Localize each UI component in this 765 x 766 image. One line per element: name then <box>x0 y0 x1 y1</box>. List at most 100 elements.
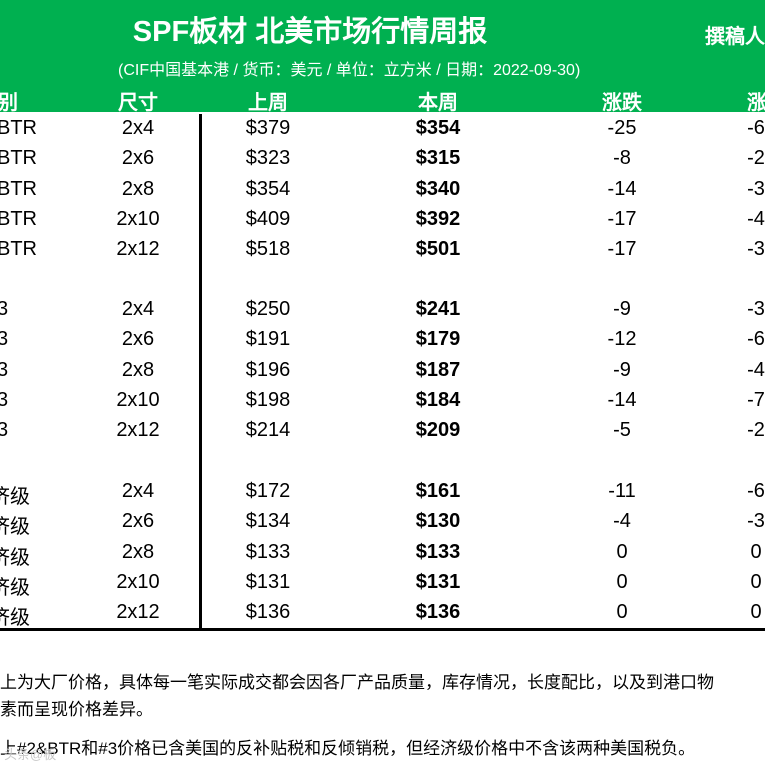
size-cell: 2x6 <box>121 328 155 351</box>
size-cell: 2x6 <box>121 510 155 533</box>
size-cell: 2x6 <box>121 147 155 170</box>
grade-cell: 济级 <box>0 576 30 599</box>
change-cell: -14 <box>607 388 637 411</box>
size-cell: 2x8 <box>121 540 155 563</box>
size-cell: 2x12 <box>116 419 160 442</box>
report-title: SPF板材 北美市场行情周报 <box>132 16 488 48</box>
grade-cell: BTR <box>0 147 37 170</box>
pct-cell: -4 <box>747 207 765 230</box>
this-week-cell: $354 <box>415 117 461 139</box>
size-cell: 2x4 <box>121 117 155 139</box>
grade-cell: 济级 <box>0 546 30 569</box>
pct-cell: -3 <box>747 298 765 320</box>
last-week-cell: $133 <box>245 540 291 563</box>
pct-cell: -3 <box>747 238 765 261</box>
col-header-size: 尺寸 <box>118 92 158 114</box>
change-cell: -17 <box>607 207 637 230</box>
grade-cell: 3 <box>0 419 9 442</box>
size-cell: 2x4 <box>121 480 155 502</box>
change-cell: 0 <box>616 570 628 593</box>
this-week-cell: $340 <box>415 177 461 200</box>
pct-cell: -7 <box>747 388 765 411</box>
change-cell: 0 <box>616 540 628 563</box>
grade-cell: BTR <box>0 117 37 139</box>
last-week-cell: $131 <box>245 570 291 593</box>
this-week-cell: $179 <box>415 328 461 351</box>
change-cell: -17 <box>607 238 637 261</box>
subtitle-text: (CIF中国基本港 / 货币：美元 / 单位：立方米 / 日期：2022-09-… <box>118 62 581 79</box>
pct-cell: -2 <box>747 147 765 170</box>
change-cell: -8 <box>613 147 631 170</box>
grade-cell: BTR <box>0 238 37 261</box>
last-week-cell: $134 <box>245 510 291 533</box>
col-header-change: 涨跌 <box>602 92 642 114</box>
pct-cell: 0 <box>750 570 762 593</box>
pct-cell: -6 <box>747 328 765 351</box>
pct-cell: -6 <box>747 480 765 502</box>
last-week-cell: $136 <box>245 601 291 624</box>
pct-cell: 0 <box>750 540 762 563</box>
col-header-grade: 别 <box>0 92 18 114</box>
author-label: 撰稿人 <box>705 26 765 48</box>
report-header: SPF板材 北美市场行情周报 撰稿人 (CIF中国基本港 / 货币：美元 / 单… <box>0 0 765 114</box>
grade-cell: BTR <box>0 207 37 230</box>
this-week-cell: $131 <box>415 570 461 593</box>
last-week-cell: $379 <box>245 117 291 139</box>
this-week-cell: $501 <box>415 238 461 261</box>
grade-cell: 3 <box>0 388 9 411</box>
size-cell: 2x10 <box>116 207 160 230</box>
col-header-pct: 涨 <box>747 92 765 114</box>
size-cell: 2x8 <box>121 177 155 200</box>
size-cell: 2x8 <box>121 358 155 381</box>
change-cell: -9 <box>613 358 631 381</box>
last-week-cell: $214 <box>245 419 291 442</box>
watermark-text: 头条@板 <box>4 747 57 762</box>
grade-cell: BTR <box>0 177 37 200</box>
change-cell: -14 <box>607 177 637 200</box>
size-cell: 2x4 <box>121 298 155 320</box>
this-week-cell: $136 <box>415 601 461 624</box>
last-week-cell: $250 <box>245 298 291 320</box>
change-cell: 0 <box>616 601 628 624</box>
column-divider <box>199 114 202 628</box>
this-week-cell: $315 <box>415 147 461 170</box>
size-cell: 2x12 <box>116 601 160 624</box>
last-week-cell: $354 <box>245 177 291 200</box>
last-week-cell: $172 <box>245 480 291 502</box>
table-bottom-border <box>0 628 765 631</box>
this-week-cell: $130 <box>415 510 461 533</box>
last-week-cell: $196 <box>245 358 291 381</box>
this-week-cell: $133 <box>415 540 461 563</box>
col-header-last-week: 上周 <box>248 92 288 114</box>
change-cell: -11 <box>608 480 636 502</box>
size-cell: 2x12 <box>116 238 160 261</box>
pct-cell: -4 <box>747 358 765 381</box>
size-cell: 2x10 <box>116 388 160 411</box>
change-cell: -4 <box>613 510 631 533</box>
last-week-cell: $409 <box>245 207 291 230</box>
change-cell: -5 <box>613 419 631 442</box>
pct-cell: -3 <box>747 177 765 200</box>
this-week-cell: $209 <box>415 419 461 442</box>
size-cell: 2x10 <box>116 570 160 593</box>
grade-cell: 济级 <box>0 486 30 508</box>
change-cell: -25 <box>607 117 637 139</box>
last-week-cell: $198 <box>245 388 291 411</box>
pct-cell: -3 <box>747 510 765 533</box>
this-week-cell: $241 <box>415 298 461 320</box>
this-week-cell: $161 <box>415 480 461 502</box>
last-week-cell: $191 <box>245 328 291 351</box>
note-line-2: 素而呈现价格差异。 <box>0 700 153 719</box>
change-cell: -9 <box>613 298 631 320</box>
last-week-cell: $518 <box>245 238 291 261</box>
grade-cell: 3 <box>0 328 9 351</box>
pct-cell: -6 <box>747 117 765 139</box>
grade-cell: 3 <box>0 358 9 381</box>
note-line-3: 上#2&BTR和#3价格已含美国的反补贴税和反倾销税，但经济级价格中不含该两种美… <box>0 739 696 758</box>
col-header-this-week: 本周 <box>418 92 458 114</box>
grade-cell: 济级 <box>0 607 30 630</box>
this-week-cell: $187 <box>415 358 461 381</box>
pct-cell: 0 <box>750 601 762 624</box>
last-week-cell: $323 <box>245 147 291 170</box>
note-line-1: 上为大厂价格，具体每一笔实际成交都会因各厂产品质量，库存情况，长度配比，以及到港… <box>0 673 714 692</box>
